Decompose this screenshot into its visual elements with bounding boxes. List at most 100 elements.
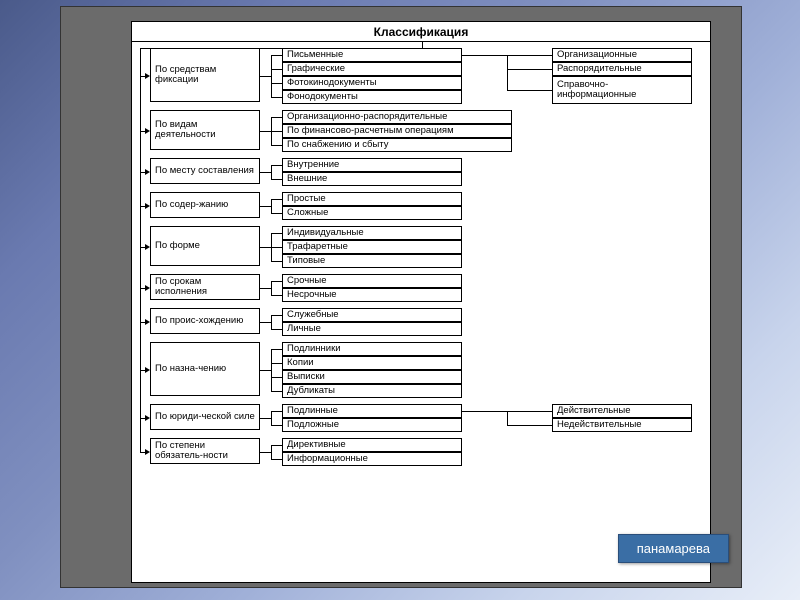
connector [462, 411, 507, 412]
sub-g2-1: По финансово-расчетным операциям [282, 124, 512, 138]
sub-g7-1: Личные [282, 322, 462, 336]
right-g1-2: Справочно-информационные [552, 76, 692, 104]
connector [271, 261, 282, 262]
connector [271, 213, 282, 214]
sub-g8-3: Дубликаты [282, 384, 462, 398]
sub-g4-1: Сложные [282, 206, 462, 220]
connector [271, 411, 282, 412]
arrow-icon [145, 367, 150, 373]
sub-g10-0: Директивные [282, 438, 462, 452]
right-g1-1: Распорядительные [552, 62, 692, 76]
sub-g8-0: Подлинники [282, 342, 462, 356]
arrow-icon [145, 169, 150, 175]
connector [271, 145, 282, 146]
connector [271, 411, 272, 425]
category-g3: По месту составления [150, 158, 260, 184]
category-g6: По срокам исполнения [150, 274, 260, 300]
connector [507, 411, 552, 412]
connector [271, 83, 282, 84]
arrow-icon [145, 244, 150, 250]
sub-g6-1: Несрочные [282, 288, 462, 302]
connector [271, 117, 282, 118]
sub-g2-0: Организационно-распорядительные [282, 110, 512, 124]
sub-g4-0: Простые [282, 192, 462, 206]
connector [271, 349, 282, 350]
sub-g5-0: Индивидуальные [282, 226, 462, 240]
sub-g8-1: Копии [282, 356, 462, 370]
arrow-icon [145, 319, 150, 325]
connector [271, 445, 272, 459]
connector [271, 233, 282, 234]
connector [271, 179, 282, 180]
spine-top-connector [140, 48, 420, 49]
sub-g1-3: Фонодокументы [282, 90, 462, 104]
connector [271, 199, 282, 200]
sub-g3-1: Внешние [282, 172, 462, 186]
title-drop [422, 42, 423, 48]
sub-g7-0: Служебные [282, 308, 462, 322]
sub-g9-0: Подлинные [282, 404, 462, 418]
connector [507, 55, 552, 56]
connector [507, 55, 508, 90]
connector [260, 418, 271, 419]
sub-g1-1: Графические [282, 62, 462, 76]
connector [271, 55, 272, 97]
category-g1: По средствам фиксации [150, 48, 260, 102]
connector [271, 165, 282, 166]
category-g7: По проис-хождению [150, 308, 260, 334]
connector [271, 55, 282, 56]
connector [507, 425, 552, 426]
arrow-icon [145, 128, 150, 134]
arrow-icon [145, 415, 150, 421]
connector [271, 363, 282, 364]
connector [260, 370, 271, 371]
category-g2: По видам деятельности [150, 110, 260, 150]
connector [271, 97, 282, 98]
arrow-icon [145, 203, 150, 209]
connector [260, 288, 271, 289]
diagram-title: Классификация [132, 22, 710, 42]
arrow-icon [145, 73, 150, 79]
connector [271, 377, 282, 378]
category-g5: По форме [150, 226, 260, 266]
category-g8: По назна-чению [150, 342, 260, 396]
connector [260, 206, 271, 207]
connector [507, 69, 552, 70]
main-spine [140, 48, 141, 452]
connector [260, 131, 271, 132]
right-g9-1: Недействительные [552, 418, 692, 432]
connector [260, 452, 271, 453]
connector [507, 90, 552, 91]
sub-g8-2: Выписки [282, 370, 462, 384]
connector [271, 391, 282, 392]
connector [260, 247, 271, 248]
category-g9: По юриди-ческой силе [150, 404, 260, 430]
sub-g9-1: Подложные [282, 418, 462, 432]
sub-g1-0: Письменные [282, 48, 462, 62]
sub-g10-1: Информационные [282, 452, 462, 466]
slide-background: Классификация По средствам фиксации Письм… [0, 0, 800, 600]
connector [271, 315, 282, 316]
connector [271, 199, 272, 213]
right-g1-0: Организационные [552, 48, 692, 62]
sub-g3-0: Внутренние [282, 158, 462, 172]
sub-g1-2: Фотокинодокументы [282, 76, 462, 90]
connector [271, 459, 282, 460]
arrow-icon [145, 285, 150, 291]
connector [271, 69, 282, 70]
diagram-frame: Классификация По средствам фиксации Письм… [60, 6, 742, 588]
sub-g6-0: Срочные [282, 274, 462, 288]
connector [462, 55, 507, 56]
connector [271, 281, 272, 295]
connector [260, 76, 271, 77]
connector [271, 131, 282, 132]
connector [271, 315, 272, 329]
connector [260, 322, 271, 323]
category-g4: По содер-жанию [150, 192, 260, 218]
right-g9-0: Действительные [552, 404, 692, 418]
diagram-paper: Классификация По средствам фиксации Письм… [131, 21, 711, 583]
diagram-body: По средствам фиксации ПисьменныеГрафическ… [132, 42, 710, 582]
connector [271, 281, 282, 282]
connector [260, 172, 271, 173]
connector [271, 329, 282, 330]
